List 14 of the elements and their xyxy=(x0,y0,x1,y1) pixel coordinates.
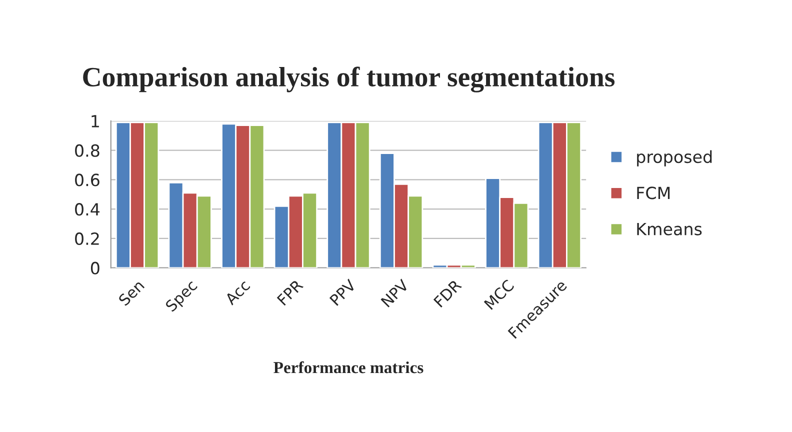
y-tick-label: 0.8 xyxy=(75,144,100,157)
y-tick-label: 1 xyxy=(92,115,99,128)
legend-label: proposed xyxy=(637,150,712,166)
x-tick-label: Acc xyxy=(224,279,251,306)
y-tick-label: 0.2 xyxy=(75,232,99,246)
chart-title: Comparison analysis of tumor segmentations xyxy=(83,66,615,92)
x-tick-label: FPR xyxy=(276,278,304,306)
y-tick-label: 0.6 xyxy=(75,174,100,186)
x-tick-label: Sen xyxy=(118,279,145,306)
x-axis-title: Performance matrics xyxy=(274,361,424,374)
y-tick-label: 0 xyxy=(90,262,100,274)
legend-label: FCM xyxy=(637,186,670,200)
legend-label: Kmeans xyxy=(637,222,702,236)
y-tick-label: 0.4 xyxy=(75,203,100,216)
